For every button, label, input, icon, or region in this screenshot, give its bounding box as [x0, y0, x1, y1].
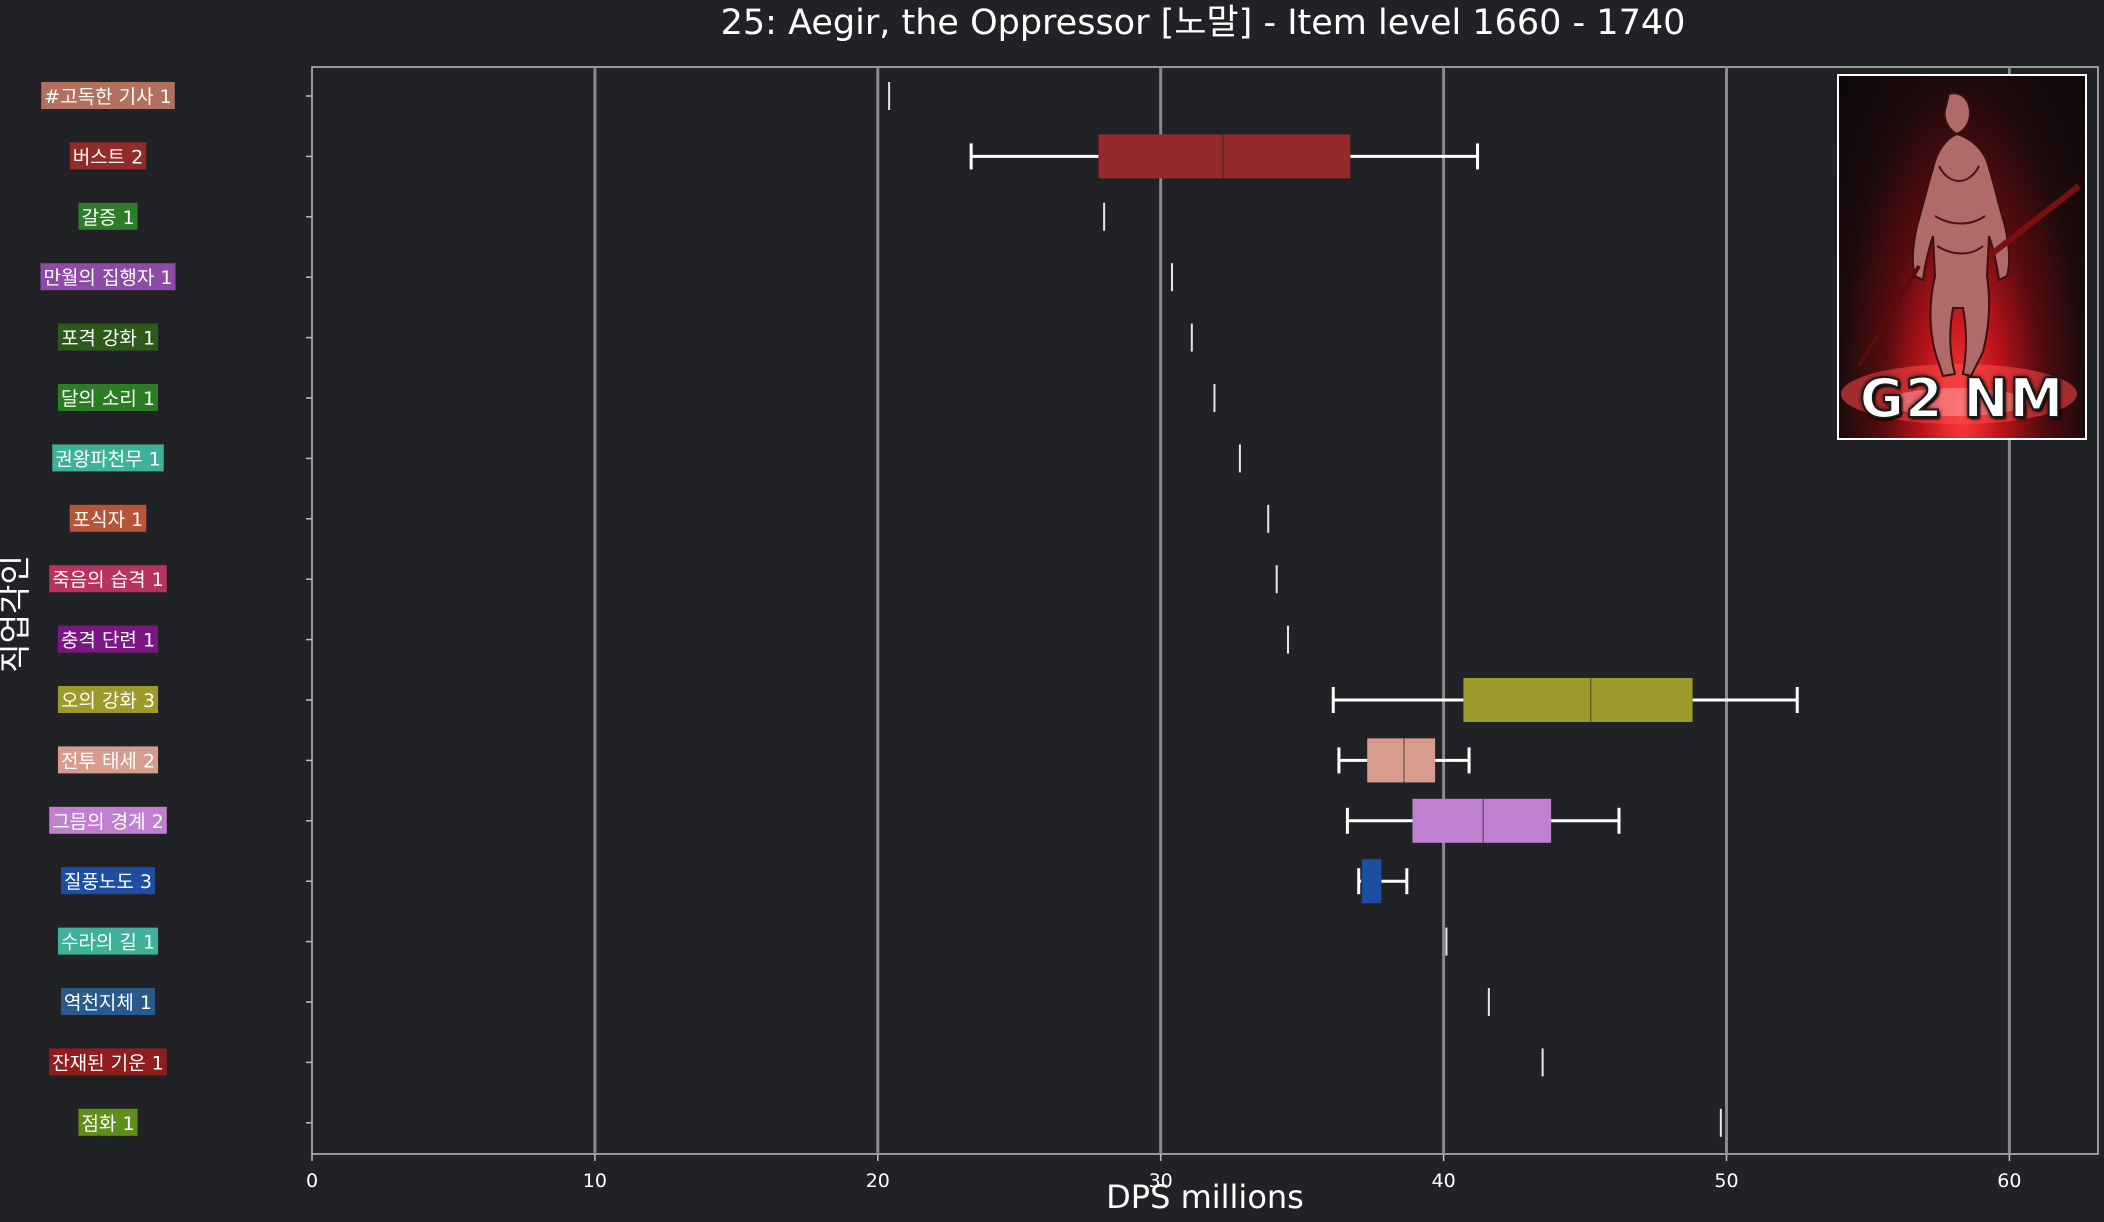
chart-title: 25: Aegir, the Oppressor [노말] - Item lev… [721, 3, 1686, 43]
x-axis-ticks: 0 10 20 30 40 50 60 [306, 1154, 2021, 1192]
y-tick-label: 권왕파천무 1 [52, 444, 164, 472]
y-tick-label-bg [57, 625, 159, 653]
x-tick-label: 60 [1997, 1170, 2021, 1192]
y-tick-label-bg [69, 142, 147, 170]
x-tick-label: 0 [306, 1170, 318, 1192]
y-tick-label: 그믐의 경계 2 [49, 806, 167, 834]
y-tick-label: 충격 단련 1 [57, 625, 159, 653]
aegir-boss-portrait-icon [1841, 92, 2081, 424]
y-tick-label-bg [57, 323, 159, 351]
x-tick-label: 20 [866, 1170, 890, 1192]
y-tick-label-bg [57, 384, 159, 411]
y-tick-label: 포격 강화 1 [57, 323, 159, 351]
y-tick-label: 수라의 길 1 [57, 927, 159, 955]
y-tick-label-bg [57, 686, 159, 713]
y-tick-label-bg [49, 806, 167, 834]
y-tick-label-bg [69, 504, 147, 532]
y-tick-label-text: 포식자 1 [73, 509, 144, 531]
y-tick-label: 포식자 1 [69, 504, 147, 532]
y-tick-label: 오의 강화 3 [57, 686, 159, 713]
y-tick-label-bg [49, 1048, 167, 1076]
y-tick-label: 전투 태세 2 [57, 746, 159, 774]
y-tick-label-bg [52, 444, 164, 472]
y-tick-label: #고독한 기사 1 [41, 82, 175, 109]
grid-lines [593, 67, 2011, 1154]
y-tick-label: 점화 1 [78, 1108, 138, 1136]
y-tick-label-text: 만월의 집행자 1 [43, 267, 172, 289]
box [1367, 738, 1436, 783]
y-tick-label-text: 죽음의 습격 1 [52, 569, 164, 591]
box-plots [888, 82, 1799, 1137]
y-tick-label-bg [60, 988, 156, 1015]
y-tick-label-bg [40, 263, 176, 291]
y-tick-label-text: 오의 강화 3 [61, 690, 155, 712]
x-tick-label: 50 [1714, 1170, 1738, 1192]
y-tick-label-text: 충격 단련 1 [61, 630, 155, 652]
x-tick-label: 10 [583, 1170, 607, 1192]
box [1463, 678, 1693, 722]
y-tick-label-text: 전투 태세 2 [61, 750, 155, 772]
y-axis-ticks: #고독한 기사 1 버스트 2 갈증 1 만월의 집행자 1 포격 강화 1 달의 소리 … [40, 82, 312, 1136]
x-tick-label: 40 [1432, 1170, 1456, 1192]
y-tick-label: 갈증 1 [78, 202, 138, 230]
y-tick-label: 달의 소리 1 [57, 384, 159, 411]
boss-thumbnail: G2 NM [1837, 74, 2087, 440]
y-tick-label-bg [57, 746, 159, 774]
y-tick-label-bg [60, 867, 156, 895]
y-tick-label-bg [78, 1108, 138, 1136]
x-axis-label: DPS millions [1106, 1178, 1304, 1216]
box [1361, 859, 1382, 904]
y-tick-label-text: 수라의 길 1 [61, 932, 155, 954]
y-axis-label: 직업각인 [0, 555, 34, 673]
y-tick-label: 역천지체 1 [60, 988, 156, 1015]
y-tick-label-bg [49, 565, 167, 593]
thumbnail-caption: G2 NM [1859, 366, 2065, 431]
box [1098, 134, 1351, 179]
y-tick-label-text: 포격 강화 1 [61, 328, 155, 350]
y-tick-label-bg [78, 202, 138, 230]
y-tick-label-text: 역천지체 1 [64, 992, 152, 1014]
y-tick-label: 만월의 집행자 1 [40, 263, 176, 291]
y-tick-label-text: 질풍노도 3 [64, 871, 152, 893]
y-tick-label: 죽음의 습격 1 [49, 565, 167, 593]
y-tick-label-text: 권왕파천무 1 [55, 448, 161, 470]
y-tick-label-text: 잔재된 기운 1 [52, 1052, 164, 1074]
y-tick-label: 질풍노도 3 [60, 867, 156, 895]
y-tick-label-bg [57, 927, 159, 955]
y-tick-label-text: 그믐의 경계 2 [52, 811, 164, 833]
x-tick-label: 30 [1149, 1170, 1173, 1192]
y-tick-label-text: 점화 1 [81, 1113, 134, 1135]
plot-area-frame [311, 66, 2099, 1155]
y-tick-label-text: 갈증 1 [81, 207, 134, 229]
y-tick-label-bg [41, 82, 175, 109]
y-tick-label-text: 버스트 2 [73, 146, 144, 168]
y-tick-label-text: 달의 소리 1 [61, 388, 155, 410]
y-tick-label-text: #고독한 기사 1 [44, 86, 172, 108]
y-tick-label: 버스트 2 [69, 142, 147, 170]
box [1412, 798, 1552, 843]
y-tick-label: 잔재된 기운 1 [49, 1048, 167, 1076]
